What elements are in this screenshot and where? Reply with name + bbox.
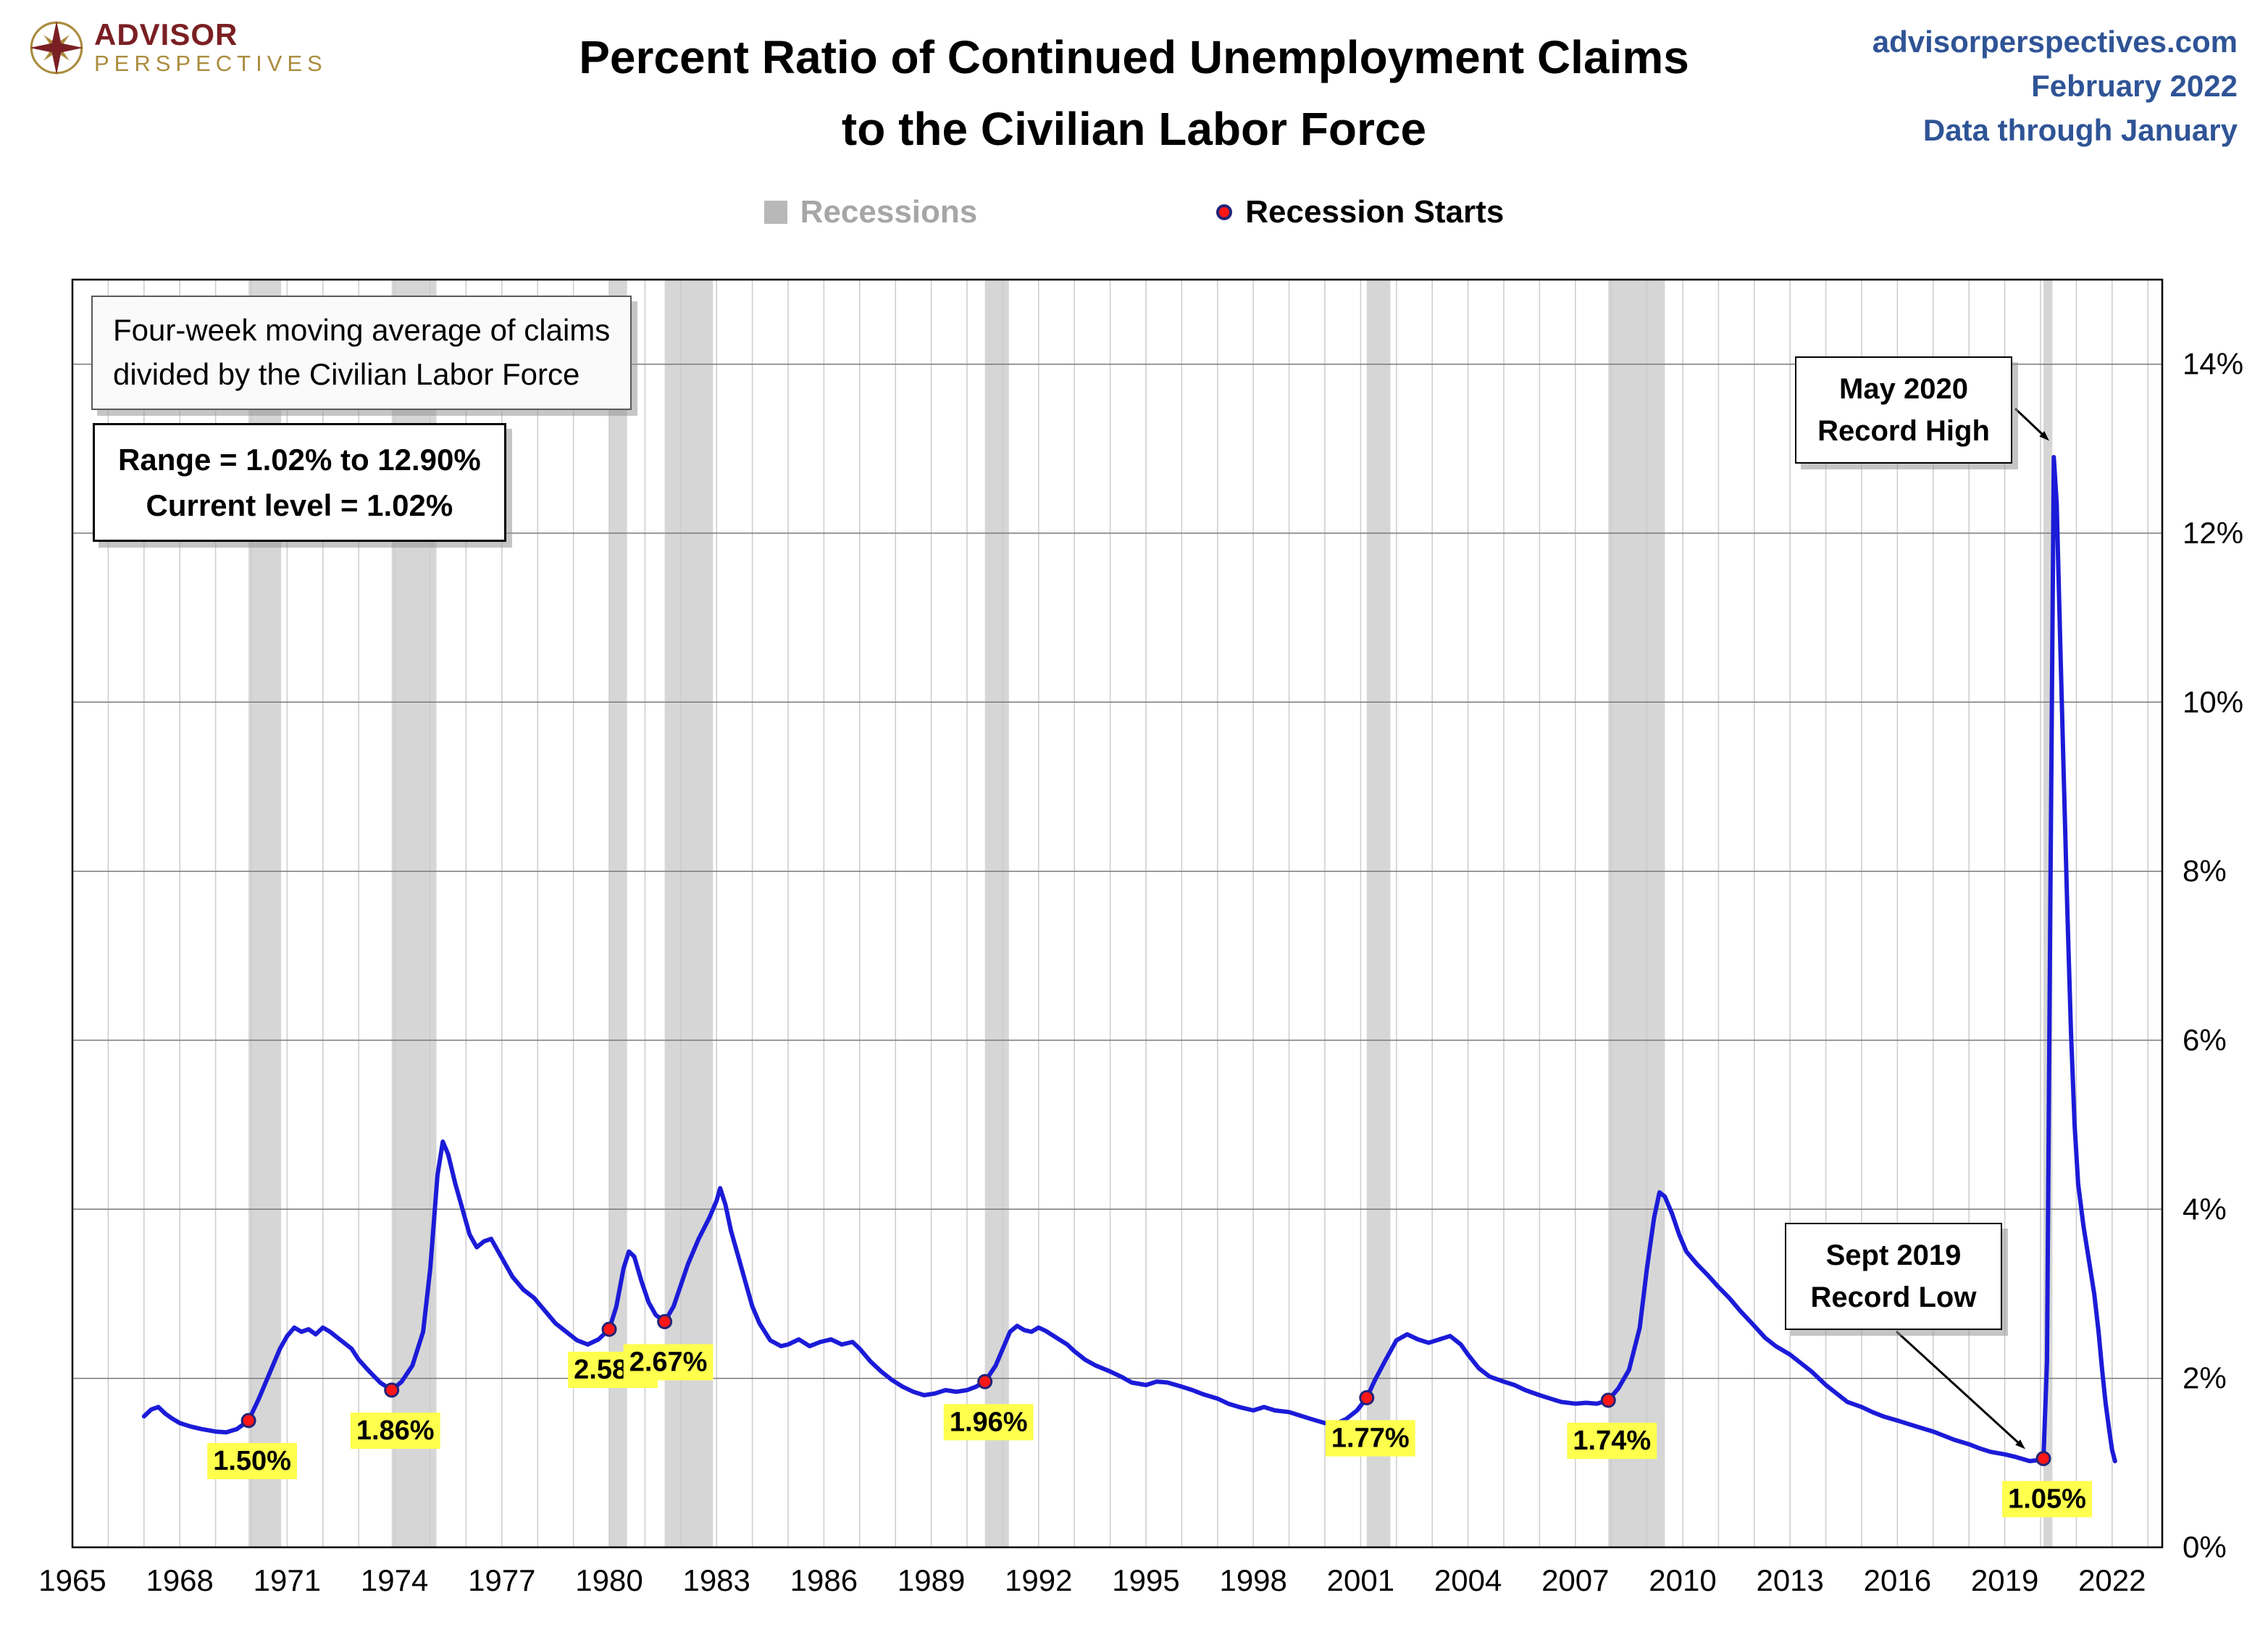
x-axis-tick-label: 2022 [2078, 1563, 2146, 1597]
legend-item-recession-starts: Recession Starts [1216, 194, 1504, 230]
y-axis-tick-label: 12% [2183, 516, 2243, 550]
x-axis-tick-label: 1998 [1219, 1563, 1286, 1597]
y-axis-tick-label: 2% [2183, 1361, 2227, 1395]
y-axis-tick-label: 4% [2183, 1192, 2227, 1226]
source-website: advisorperspectives.com [1872, 25, 2238, 59]
y-axis-tick-label: 10% [2183, 685, 2243, 719]
recession-start-value-label: 1.05% [2008, 1484, 2086, 1515]
recession-start-marker [1600, 1392, 1616, 1408]
y-axis-tick-label: 14% [2183, 347, 2243, 381]
unemployment-claims-chart: 0% 2% 4% 6% 8% 10% 12% 14% 1965 1968 1971 1974 1977 1… [38, 278, 2243, 1597]
value-label-highlight [350, 1413, 440, 1449]
x-axis-tick-label: 2010 [1649, 1563, 1716, 1597]
record-low-annotation-box: Sept 2019 Record Low [1785, 1223, 2002, 1330]
recession-band [1366, 280, 1391, 1547]
recession-start-marker [601, 1321, 617, 1337]
recession-band [1608, 280, 1665, 1547]
y-axis-tick-label: 8% [2183, 854, 2227, 888]
legend-recession-starts-label: Recession Starts [1245, 194, 1505, 230]
logo-word-perspectives: PERSPECTIVES [94, 51, 327, 77]
record-low-line1: Sept 2019 [1825, 1239, 1962, 1271]
x-axis-tick-label: 1983 [682, 1563, 750, 1597]
x-axis-tick-label: 2004 [1434, 1563, 1502, 1597]
recession-start-value-label: 1.50% [213, 1446, 291, 1476]
x-axis-tick-label: 2019 [1971, 1563, 2038, 1597]
value-label-highlight [2002, 1481, 2092, 1518]
x-axis-tick-label: 1992 [1005, 1563, 1072, 1597]
recession-band [2043, 280, 2053, 1547]
y-axis-tick-label: 0% [2183, 1530, 2227, 1564]
recession-start-value-label: 1.77% [1331, 1423, 1410, 1454]
recession-start-marker [657, 1314, 673, 1329]
recession-start-marker [1359, 1390, 1375, 1405]
value-label-highlight [943, 1404, 1034, 1441]
range-line1: Range = 1.02% to 12.90% [118, 443, 481, 477]
recession-start-value-label: 2.67% [629, 1347, 708, 1378]
page-title: Percent Ratio of Continued Unemployment … [0, 22, 2268, 165]
recession-start-marker [977, 1373, 993, 1389]
compass-rose-icon [30, 21, 83, 75]
record-high-annotation-box: May 2020 Record High [1795, 356, 2012, 464]
record-high-line1: May 2020 [1839, 373, 1968, 405]
logo-text: ADVISOR PERSPECTIVES [94, 17, 327, 77]
page-title-line2: to the Civilian Labor Force [841, 103, 1427, 156]
x-axis-tick-label: 1977 [468, 1563, 535, 1597]
claims-ratio-line [141, 455, 2117, 1463]
x-axis-tick-label: 2007 [1541, 1563, 1609, 1597]
recession-start-value-label: 1.86% [356, 1415, 435, 1446]
value-label-highlight [207, 1443, 297, 1479]
value-label-highlight [1325, 1420, 1415, 1457]
chart-legend: Recessions Recession Starts [0, 194, 2268, 230]
x-axis-tick-label: 1989 [897, 1563, 965, 1597]
recession-band [664, 280, 714, 1547]
source-date: February 2022 [2031, 68, 2238, 103]
recession-start-marker [2035, 1451, 2051, 1466]
recession-band-swatch-icon [763, 201, 787, 224]
x-axis-tick-label: 1974 [361, 1563, 428, 1597]
page-title-line1: Percent Ratio of Continued Unemployment … [579, 31, 1689, 83]
logo-word-advisor: ADVISOR [94, 17, 238, 51]
value-label-highlight [1567, 1423, 1657, 1459]
value-label-highlight [623, 1344, 714, 1381]
note-annotation-box: Four-week moving average of claims divid… [91, 296, 632, 410]
plot-border [71, 278, 2164, 1549]
source-info: advisorperspectives.com February 2022 Da… [1872, 20, 2238, 153]
x-axis-tick-label: 2013 [1756, 1563, 1823, 1597]
recession-start-value-label: 1.74% [1573, 1426, 1651, 1456]
recession-start-dot-icon [1216, 204, 1233, 220]
legend-recessions-label: Recessions [800, 194, 978, 230]
source-data-through: Data through January [1922, 112, 2238, 147]
x-axis-tick-label: 1971 [254, 1563, 321, 1597]
legend-item-recessions: Recessions [763, 194, 978, 230]
recession-start-value-label: 1.96% [950, 1407, 1028, 1437]
note-line1: Four-week moving average of claims [113, 313, 611, 347]
advisor-perspectives-logo: ADVISOR PERSPECTIVES [28, 17, 327, 77]
recession-start-marker [240, 1413, 256, 1429]
x-axis-tick-label: 2016 [1864, 1563, 1931, 1597]
x-axis-tick-label: 1980 [575, 1563, 643, 1597]
x-axis-tick-label: 1968 [146, 1563, 213, 1597]
recession-start-marker [384, 1382, 400, 1398]
x-axis-tick-label: 1965 [38, 1563, 106, 1597]
record-low-arrow [1895, 1330, 2025, 1450]
record-high-arrow [2014, 407, 2049, 441]
current-level-line: Current level = 1.02% [146, 488, 453, 522]
x-axis-tick-label: 2001 [1327, 1563, 1394, 1597]
x-axis-tick-label: 1995 [1112, 1563, 1179, 1597]
range-annotation-box: Range = 1.02% to 12.90% Current level = … [93, 423, 506, 542]
note-line2: divided by the Civilian Labor Force [113, 356, 580, 391]
recession-band [984, 280, 1009, 1547]
record-high-line2: Record High [1817, 415, 1990, 447]
record-low-line2: Record Low [1810, 1281, 1977, 1313]
x-axis-tick-label: 1986 [790, 1563, 858, 1597]
y-axis-tick-label: 6% [2183, 1023, 2227, 1057]
